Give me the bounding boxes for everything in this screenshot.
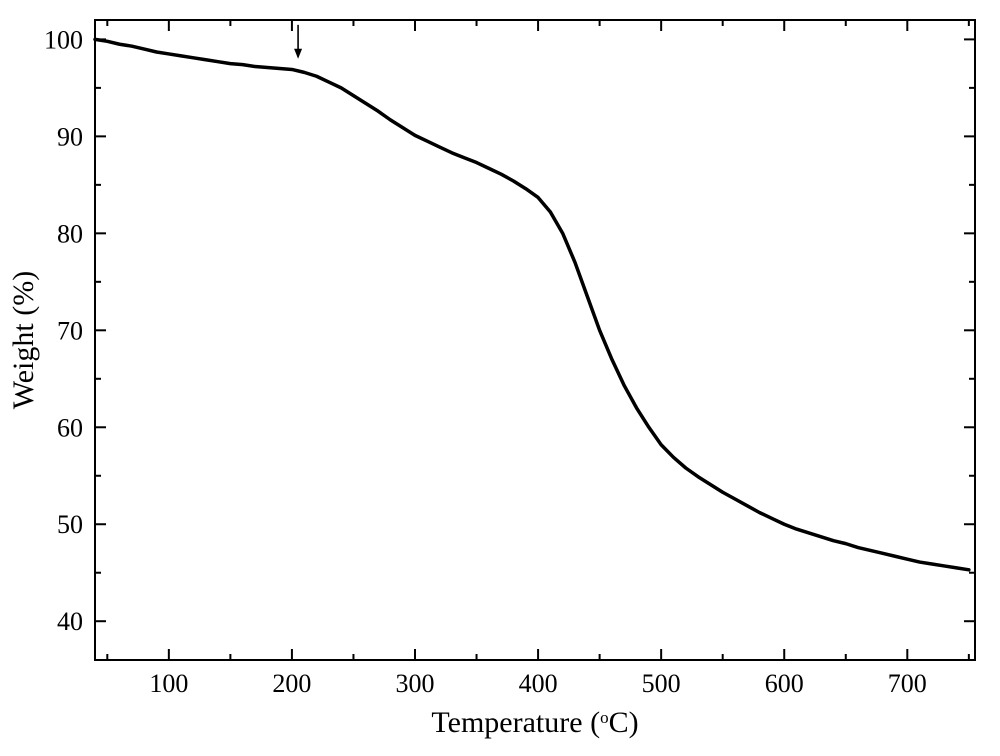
- xtick-label: 500: [642, 669, 681, 698]
- ytick-label: 60: [57, 413, 83, 442]
- ytick-label: 70: [57, 316, 83, 345]
- chart-svg: 100 200 300 400 500 600 700 40 50 60 70 80 90 100 Weig…: [0, 0, 1000, 756]
- chart-background: [0, 0, 1000, 756]
- ytick-label: 90: [57, 122, 83, 151]
- xtick-label: 200: [272, 669, 311, 698]
- xtick-label: 100: [149, 669, 188, 698]
- ytick-label: 100: [44, 25, 83, 54]
- tga-chart: 100 200 300 400 500 600 700 40 50 60 70 80 90 100 Weig…: [0, 0, 1000, 756]
- ytick-label: 50: [57, 510, 83, 539]
- ytick-label: 80: [57, 219, 83, 248]
- xtick-label: 400: [519, 669, 558, 698]
- y-axis-label: Weight (%): [7, 271, 40, 409]
- xtick-label: 700: [888, 669, 927, 698]
- xtick-label: 300: [396, 669, 435, 698]
- ytick-label: 40: [57, 607, 83, 636]
- xtick-label: 600: [765, 669, 804, 698]
